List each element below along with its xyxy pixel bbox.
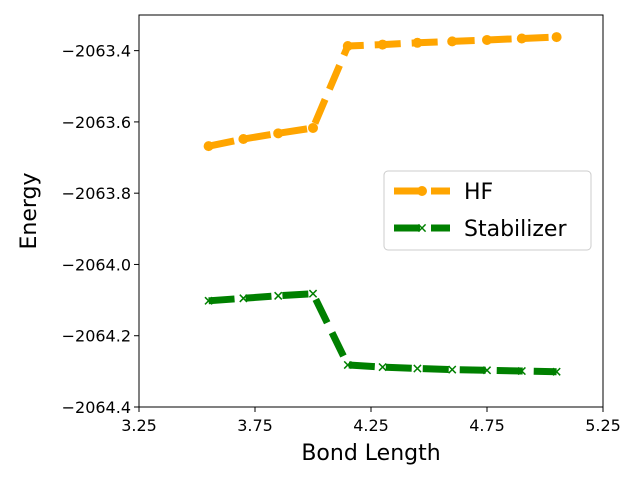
y-tick-label: −2064.4: [62, 398, 131, 417]
x-tick-label: 4.75: [469, 416, 505, 435]
data-point-hf: [308, 122, 318, 133]
data-point-hf: [238, 134, 249, 145]
y-tick-label: −2063.4: [62, 42, 131, 61]
y-tick-label: −2064.0: [62, 255, 131, 274]
data-point-stabilizer: [448, 365, 457, 374]
x-tick-label: 5.25: [585, 416, 621, 435]
y-tick-label: −2063.6: [62, 113, 131, 132]
series-line-stabilizer: [208, 290, 557, 376]
data-point-hf: [447, 36, 458, 47]
legend-item-stabilizer: Stabilizer: [394, 217, 567, 242]
data-point-stabilizer: [308, 289, 318, 298]
data-point-stabilizer: [482, 366, 492, 375]
legend-item-hf: HF: [394, 180, 493, 205]
data-point-stabilizer: [517, 366, 526, 376]
x-tick-label: 4.25: [353, 416, 389, 435]
series-layer: [203, 32, 562, 376]
series-hf: [203, 32, 562, 152]
data-point-stabilizer: [274, 291, 283, 300]
legend-label: HF: [464, 180, 493, 205]
data-point-stabilizer: [552, 367, 561, 376]
data-point-stabilizer: [378, 362, 387, 372]
y-axis-label: Energy: [17, 172, 42, 249]
legend: HF Stabilizer: [383, 170, 592, 251]
series-stabilizer: [204, 289, 561, 376]
data-point-hf: [482, 34, 492, 45]
data-point-stabilizer: [239, 294, 248, 303]
legend-marker: [417, 186, 427, 196]
data-point-stabilizer: [413, 364, 422, 373]
data-point-stabilizer: [204, 296, 213, 305]
x-tick-label: 3.25: [121, 416, 157, 435]
ticks-layer: 3.25 3.75 4.25 4.75 5.25 −2064.4 −2064.2 −2064.…: [62, 42, 621, 435]
x-tick-label: 3.75: [237, 416, 273, 435]
data-point-hf: [273, 128, 284, 139]
data-point-hf: [516, 33, 527, 44]
y-tick-label: −2063.8: [62, 184, 131, 203]
data-point-hf: [412, 37, 423, 48]
series-line-hf: [207, 33, 557, 150]
data-point-hf: [342, 41, 353, 52]
x-axis-label: Bond Length: [301, 441, 440, 466]
data-point-hf: [551, 32, 562, 43]
data-point-hf: [377, 39, 388, 50]
y-tick-label: −2064.2: [62, 327, 131, 346]
data-point-hf: [203, 141, 214, 152]
data-point-stabilizer: [343, 360, 352, 370]
legend-marker: [417, 223, 427, 233]
legend-label: Stabilizer: [464, 217, 567, 242]
